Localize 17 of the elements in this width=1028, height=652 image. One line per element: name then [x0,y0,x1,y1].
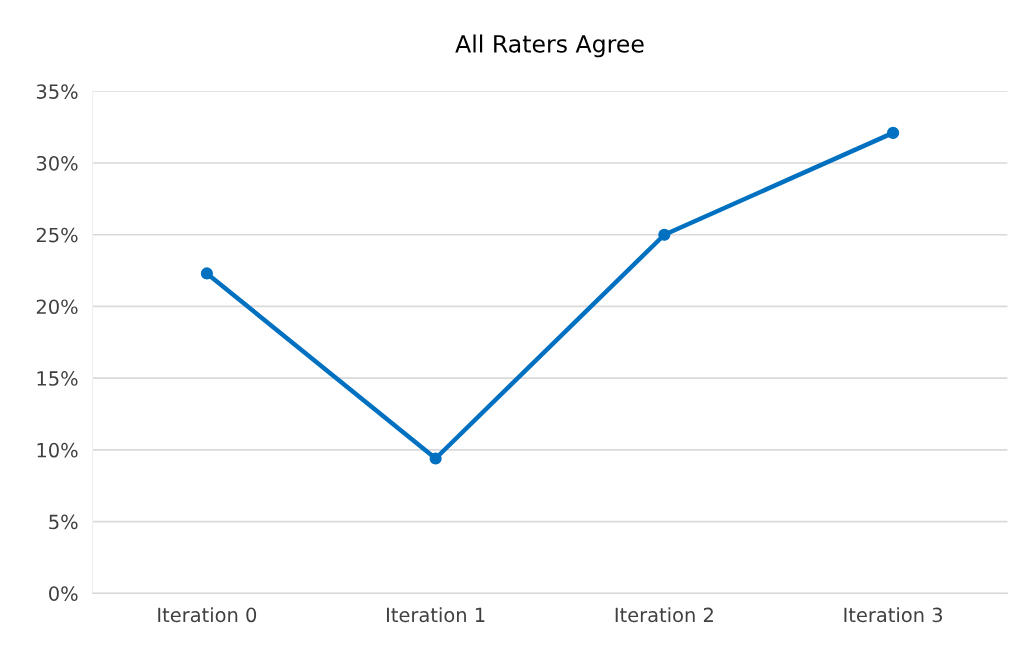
chart-title: All Raters Agree [455,34,644,58]
point [429,452,442,465]
y-tick-label: 15% [37,371,78,386]
y-tick-label: 20% [36,299,78,315]
y-tick-label: 10% [37,442,78,458]
x-tick-label: Iteration 1 [387,607,485,623]
y-tick-label: 30% [36,155,78,171]
x-tick-label: Iteration 3 [844,607,943,623]
y-tick-label: 25% [36,227,78,243]
x-tick-label: Iteration 2 [615,607,713,623]
y-tick-label: 35% [36,84,78,99]
y-tick-label: 0% [49,586,78,601]
x-tick-label: Iteration 0 [158,607,257,623]
point [887,126,900,139]
point [658,228,671,241]
y-tick-label: 5% [49,514,78,530]
point [200,267,213,280]
